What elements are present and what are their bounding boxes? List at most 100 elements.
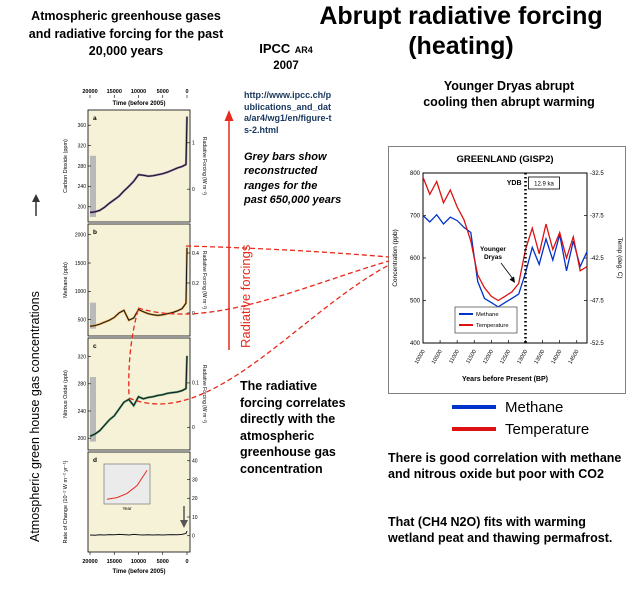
- svg-text:500: 500: [78, 317, 87, 323]
- methane-legend-line: [452, 405, 496, 409]
- radiative-forcing-correlation-note: The radiative forcing correlates directl…: [240, 379, 346, 476]
- svg-text:800: 800: [410, 171, 421, 177]
- svg-text:2000: 2000: [75, 232, 86, 238]
- methane-legend-label: Methane: [505, 398, 564, 416]
- source-edition: AR4: [294, 45, 313, 55]
- main-title-line1: Abrupt radiative forcing: [319, 2, 603, 30]
- svg-text:d: d: [93, 457, 97, 464]
- svg-text:11500: 11500: [465, 349, 478, 365]
- svg-text:a: a: [93, 115, 97, 122]
- ghg-concentrations-axis-label: Atmospheric green house gas concentratio…: [28, 291, 42, 542]
- temperature-legend-line: [452, 427, 496, 431]
- gisp2-chart-frame: GREENLAND (GISP2) 400 500 600 700 800 -32.5 -37…: [388, 146, 626, 394]
- svg-text:-47.5: -47.5: [590, 299, 604, 305]
- svg-text:40: 40: [192, 459, 198, 465]
- svg-text:13500: 13500: [533, 349, 546, 365]
- svg-text:Radiative Forcing (W m⁻²): Radiative Forcing (W m⁻²): [201, 251, 207, 310]
- svg-text:Year: Year: [122, 506, 132, 511]
- svg-text:320: 320: [78, 143, 87, 149]
- svg-text:700: 700: [410, 214, 421, 220]
- radiative-forcings-axis-label: Radiative forcings: [238, 244, 253, 348]
- svg-text:0: 0: [185, 89, 188, 95]
- svg-text:YDB: YDB: [507, 180, 522, 187]
- temperature-legend-label: Temperature: [505, 420, 590, 438]
- svg-text:360: 360: [78, 123, 87, 129]
- svg-text:5000: 5000: [157, 559, 169, 565]
- svg-text:280: 280: [78, 164, 87, 170]
- svg-text:320: 320: [78, 354, 87, 360]
- svg-text:Methane: Methane: [476, 312, 499, 318]
- chart-legend: Methane Temperature: [452, 396, 589, 440]
- younger-dryas-note: Younger Dryas abrupt cooling then abrupt…: [423, 79, 595, 110]
- svg-text:500: 500: [410, 299, 421, 305]
- svg-text:10000: 10000: [414, 349, 427, 365]
- svg-text:Temperature: Temperature: [476, 323, 509, 329]
- left-figure-heading: Atmospheric greenhouse gases and radiati…: [28, 9, 224, 58]
- svg-text:10: 10: [192, 515, 198, 521]
- svg-text:12.9 ka: 12.9 ka: [534, 182, 554, 188]
- svg-text:GREENLAND (GISP2): GREENLAND (GISP2): [456, 154, 553, 165]
- source-name: IPCC: [259, 41, 291, 56]
- svg-text:b: b: [93, 229, 97, 236]
- svg-text:-32.5: -32.5: [590, 171, 604, 177]
- svg-text:0: 0: [192, 534, 195, 540]
- svg-text:Nitrous Oxide (ppb): Nitrous Oxide (ppb): [63, 370, 69, 418]
- svg-text:20000: 20000: [82, 89, 97, 95]
- svg-text:10000: 10000: [131, 559, 146, 565]
- svg-text:13000: 13000: [516, 349, 529, 365]
- svg-text:Radiative Forcing (W m⁻²): Radiative Forcing (W m⁻²): [201, 365, 207, 424]
- svg-text:Carbon Dioxide (ppm): Carbon Dioxide (ppm): [63, 139, 69, 193]
- svg-text:1500: 1500: [75, 261, 86, 267]
- svg-text:Time (before 2005): Time (before 2005): [113, 569, 166, 575]
- source-citation: IPCC AR4 2007: [246, 40, 326, 72]
- svg-text:5000: 5000: [157, 89, 169, 95]
- svg-text:15000: 15000: [107, 89, 122, 95]
- radiative-forcings-arrowhead-icon: [224, 110, 234, 121]
- svg-text:240: 240: [78, 184, 87, 190]
- svg-text:0: 0: [192, 311, 195, 317]
- legend-row-temperature: Temperature: [452, 418, 589, 440]
- svg-text:-52.5: -52.5: [590, 341, 604, 347]
- svg-text:0: 0: [192, 425, 195, 431]
- svg-text:-42.5: -42.5: [590, 256, 604, 262]
- correlation-summary-note: There is good correlation with methane a…: [388, 451, 622, 482]
- svg-text:11000: 11000: [448, 349, 461, 365]
- svg-text:200: 200: [78, 436, 87, 442]
- svg-text:Time (before 2005): Time (before 2005): [113, 101, 166, 107]
- svg-text:-37.5: -37.5: [590, 214, 604, 220]
- main-title-line2: (heating): [408, 31, 514, 60]
- svg-text:Temp (deg. C): Temp (deg. C): [616, 237, 623, 278]
- svg-text:0: 0: [192, 187, 195, 193]
- source-url: http://www.ipcc.ch/publications_and_data…: [244, 90, 332, 136]
- legend-row-methane: Methane: [452, 396, 589, 418]
- svg-text:10000: 10000: [131, 89, 146, 95]
- wetland-permafrost-note: That (CH4 N2O) fits with warming wetland…: [388, 515, 613, 546]
- svg-text:1000: 1000: [75, 289, 86, 295]
- svg-text:0: 0: [185, 559, 188, 565]
- svg-text:12500: 12500: [499, 349, 512, 365]
- svg-text:Dryas: Dryas: [484, 254, 502, 261]
- svg-text:280: 280: [78, 382, 87, 388]
- svg-text:15000: 15000: [107, 559, 122, 565]
- svg-text:600: 600: [410, 256, 421, 262]
- svg-text:400: 400: [410, 341, 421, 347]
- main-title: Abrupt radiative forcing (heating): [296, 2, 626, 61]
- svg-text:Younger: Younger: [480, 246, 506, 253]
- svg-text:Years before Present (BP): Years before Present (BP): [462, 376, 548, 383]
- svg-text:240: 240: [78, 409, 87, 415]
- svg-text:20000: 20000: [82, 559, 97, 565]
- svg-text:12000: 12000: [482, 349, 495, 365]
- svg-text:30: 30: [192, 477, 198, 483]
- svg-text:200: 200: [78, 205, 87, 211]
- svg-text:10500: 10500: [431, 349, 444, 365]
- svg-text:0.2: 0.2: [192, 281, 199, 287]
- svg-text:Radiative Forcing (W m⁻²): Radiative Forcing (W m⁻²): [201, 137, 207, 196]
- source-name-line: IPCC AR4: [246, 40, 326, 58]
- svg-text:1: 1: [192, 141, 195, 147]
- dashed-connector-methane-spike: [185, 245, 390, 258]
- ghg-axis-arrowhead-icon: [32, 194, 40, 202]
- svg-text:Rate of Change (10⁻² W m⁻² yr⁻: Rate of Change (10⁻² W m⁻² yr⁻¹): [63, 460, 69, 543]
- svg-text:0.4: 0.4: [192, 251, 199, 257]
